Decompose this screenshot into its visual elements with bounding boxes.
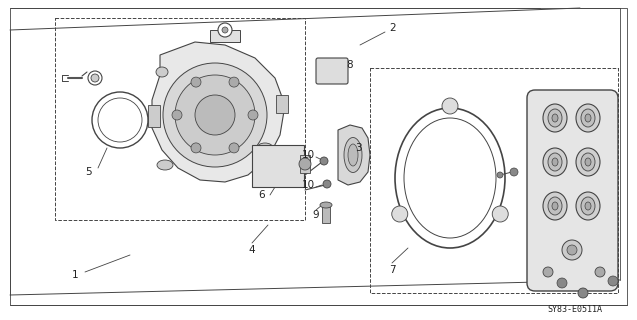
Ellipse shape: [348, 144, 358, 166]
Text: 3: 3: [355, 143, 361, 153]
Text: 9: 9: [313, 210, 319, 220]
Circle shape: [595, 267, 605, 277]
Ellipse shape: [543, 148, 567, 176]
Circle shape: [392, 206, 408, 222]
Circle shape: [88, 71, 102, 85]
Ellipse shape: [581, 197, 595, 215]
Ellipse shape: [156, 67, 168, 77]
Circle shape: [191, 143, 201, 153]
Circle shape: [557, 278, 567, 288]
Ellipse shape: [576, 148, 600, 176]
Ellipse shape: [581, 153, 595, 171]
Circle shape: [562, 240, 582, 260]
FancyBboxPatch shape: [316, 58, 348, 84]
Ellipse shape: [552, 114, 558, 122]
Ellipse shape: [581, 109, 595, 127]
Bar: [300, 155, 310, 173]
Text: 5: 5: [85, 167, 91, 177]
Circle shape: [492, 206, 508, 222]
Circle shape: [191, 77, 201, 87]
Circle shape: [218, 23, 232, 37]
Ellipse shape: [543, 192, 567, 220]
Circle shape: [442, 98, 458, 114]
Bar: [322, 205, 330, 223]
Polygon shape: [210, 30, 240, 42]
Polygon shape: [152, 42, 285, 182]
Circle shape: [608, 276, 618, 286]
Ellipse shape: [576, 192, 600, 220]
Bar: [276, 95, 288, 113]
Ellipse shape: [576, 104, 600, 132]
Text: 8: 8: [347, 60, 354, 70]
Text: 2: 2: [390, 23, 396, 33]
Text: 4: 4: [248, 245, 255, 255]
Ellipse shape: [548, 197, 562, 215]
FancyBboxPatch shape: [252, 145, 304, 187]
Ellipse shape: [552, 202, 558, 210]
Ellipse shape: [585, 158, 591, 166]
Ellipse shape: [552, 158, 558, 166]
Text: 6: 6: [259, 190, 266, 200]
FancyBboxPatch shape: [527, 90, 618, 291]
Circle shape: [229, 143, 239, 153]
Ellipse shape: [585, 202, 591, 210]
Circle shape: [172, 110, 182, 120]
Ellipse shape: [320, 202, 332, 208]
Ellipse shape: [585, 114, 591, 122]
Text: 10: 10: [301, 150, 315, 160]
Circle shape: [299, 158, 311, 170]
Ellipse shape: [157, 160, 173, 170]
Ellipse shape: [548, 153, 562, 171]
Ellipse shape: [548, 109, 562, 127]
Circle shape: [175, 75, 255, 155]
Bar: [148, 105, 160, 127]
Ellipse shape: [543, 104, 567, 132]
Circle shape: [510, 168, 518, 176]
Ellipse shape: [344, 138, 362, 172]
Circle shape: [91, 74, 99, 82]
Circle shape: [320, 157, 328, 165]
Circle shape: [497, 172, 503, 178]
Circle shape: [578, 288, 588, 298]
Text: 10: 10: [301, 180, 315, 190]
Circle shape: [567, 245, 577, 255]
Polygon shape: [338, 125, 370, 185]
Circle shape: [323, 180, 331, 188]
Circle shape: [229, 77, 239, 87]
Text: 7: 7: [389, 265, 396, 275]
Text: 1: 1: [72, 270, 78, 280]
Circle shape: [163, 63, 267, 167]
Circle shape: [222, 27, 228, 33]
Ellipse shape: [257, 143, 273, 153]
Text: SY83-E0511A: SY83-E0511A: [547, 306, 603, 315]
Circle shape: [248, 110, 258, 120]
Circle shape: [543, 267, 553, 277]
Circle shape: [195, 95, 235, 135]
